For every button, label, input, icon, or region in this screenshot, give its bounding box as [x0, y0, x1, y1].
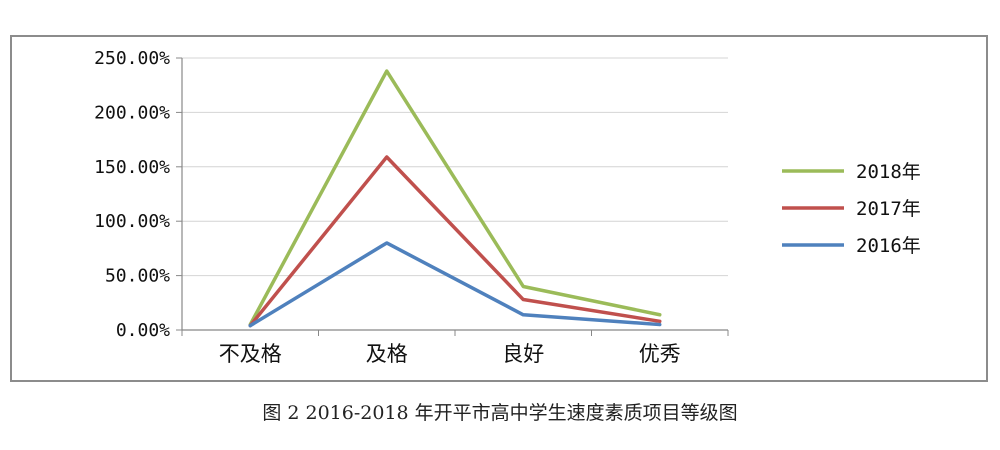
- y-tick-label: 50.00%: [105, 266, 170, 287]
- y-tick-label: 250.00%: [94, 48, 170, 69]
- legend-label: 2017年: [856, 198, 921, 220]
- y-tick-labels: 0.00% 50.00% 100.00% 150.00% 200.00% 250.00%: [94, 48, 170, 341]
- legend-label: 2016年: [856, 235, 921, 257]
- series-line: [248, 241, 662, 328]
- grid-lines: [182, 57, 728, 277]
- x-category-label: 及格: [366, 342, 408, 366]
- series-line: [248, 155, 662, 328]
- y-tick-label: 100.00%: [94, 211, 170, 232]
- chart-frame: 0.00% 50.00% 100.00% 150.00% 200.00% 250.00% …: [10, 35, 988, 382]
- x-category-label: 良好: [502, 342, 544, 366]
- y-tick-label: 150.00%: [94, 157, 170, 178]
- x-category-label: 优秀: [639, 342, 681, 366]
- legend-label: 2018年: [856, 161, 921, 183]
- x-category-label: 不及格: [219, 342, 282, 366]
- axes: [176, 57, 729, 336]
- x-category-labels: 不及格 及格 良好 优秀: [219, 342, 681, 366]
- series-lines: [248, 69, 662, 328]
- series-line: [248, 69, 662, 327]
- line-chart: 0.00%50.00%100.00%150.00%200.00%250.00% …: [94, 48, 921, 366]
- y-tick-label: 0.00%: [116, 320, 170, 341]
- figure-caption: 图 2 2016-2018 年开平市高中学生速度素质项目等级图: [262, 402, 738, 424]
- y-tick-label: 200.00%: [94, 102, 170, 123]
- legend: 2018年 2017年 2016年: [782, 161, 921, 257]
